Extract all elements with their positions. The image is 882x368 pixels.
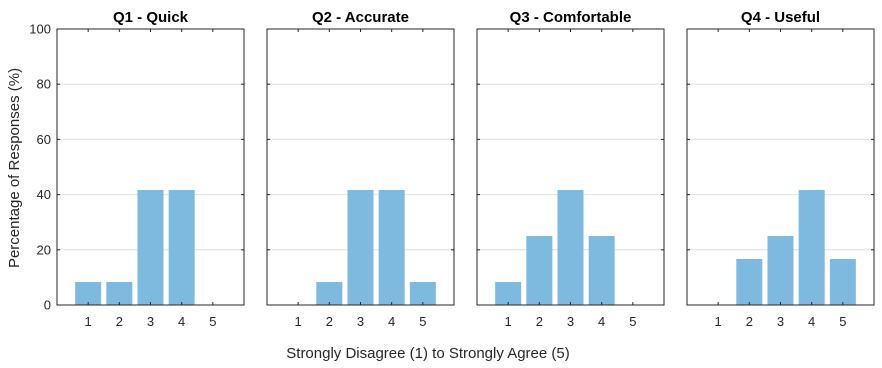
x-tick-label: 3 — [567, 314, 574, 329]
bar — [829, 258, 856, 305]
x-tick-label: 5 — [629, 314, 636, 329]
panel-2: 1 2 3 4 5 Q2 - Accurate — [266, 9, 455, 329]
x-tick-label: 3 — [357, 314, 364, 329]
x-tick-label: 5 — [419, 314, 426, 329]
x-tick-label: 1 — [295, 314, 302, 329]
x-tick-label: 2 — [326, 314, 333, 329]
x-tick-label: 4 — [388, 314, 395, 329]
x-tick-label: 5 — [839, 314, 846, 329]
y-tick-label: 80 — [37, 77, 51, 92]
y-tick-label: 0 — [44, 298, 51, 313]
panel-title: Q3 - Comfortable — [510, 9, 632, 26]
bar — [767, 236, 794, 305]
panel-1: 0 20 40 60 80 100 1 2 3 4 5 Q1 - Quick — [29, 9, 245, 329]
x-tick-label: 3 — [147, 314, 154, 329]
bar — [495, 282, 522, 305]
x-tick-label: 2 — [746, 314, 753, 329]
panel-3: 1 2 3 4 5 Q3 - Comfortable — [476, 9, 665, 329]
panel-title: Q4 - Useful — [741, 9, 820, 26]
x-tick-label: 2 — [116, 314, 123, 329]
bar — [378, 189, 405, 305]
x-tick-label: 4 — [808, 314, 815, 329]
bar — [588, 236, 615, 305]
x-axis-label: Strongly Disagree (1) to Strongly Agree … — [286, 345, 569, 362]
y-tick-label: 20 — [37, 242, 51, 257]
bar — [75, 282, 102, 305]
bar — [798, 189, 825, 305]
panel-title: Q2 - Accurate — [312, 9, 409, 26]
x-tick-label: 1 — [715, 314, 722, 329]
bar — [526, 236, 553, 305]
bar — [557, 189, 584, 305]
bar — [409, 282, 436, 305]
x-tick-label: 2 — [536, 314, 543, 329]
x-tick-label: 1 — [85, 314, 92, 329]
y-tick-label: 40 — [37, 187, 51, 202]
bar — [137, 189, 164, 305]
x-tick-label: 4 — [178, 314, 185, 329]
bar — [106, 282, 133, 305]
bar — [168, 189, 195, 305]
y-tick-label: 60 — [37, 132, 51, 147]
bar — [347, 189, 374, 305]
bar — [316, 282, 343, 305]
x-tick-label: 5 — [209, 314, 216, 329]
bar — [736, 258, 763, 305]
panel-4: 1 2 3 4 5 Q4 - Useful — [686, 9, 875, 329]
x-tick-label: 4 — [598, 314, 605, 329]
x-tick-label: 1 — [505, 314, 512, 329]
y-tick-label: 100 — [29, 22, 51, 37]
panel-title: Q1 - Quick — [113, 9, 189, 26]
y-axis-label: Percentage of Responses (%) — [6, 68, 23, 268]
chart-panels: 0 20 40 60 80 100 1 2 3 4 5 Q1 - Quick 1 2 3 4 5 Q2 - Acc… — [29, 9, 875, 329]
x-tick-label: 3 — [777, 314, 784, 329]
